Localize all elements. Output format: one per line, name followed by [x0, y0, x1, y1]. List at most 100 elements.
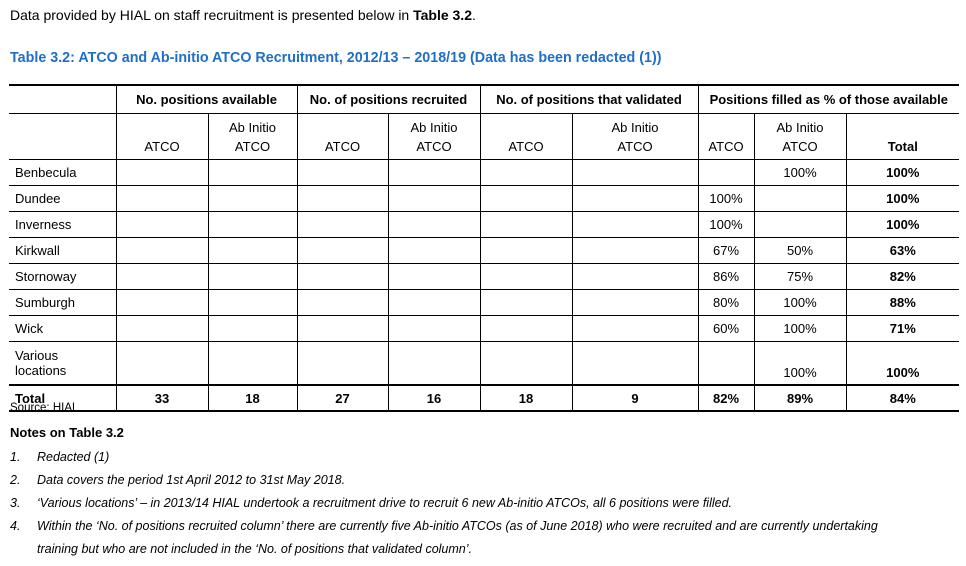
cell-recruited-ab-initio [387, 289, 481, 316]
cell-filled-ab-initio: 100% [753, 289, 847, 316]
cell-validated-ab-initio [571, 315, 699, 342]
total-label: Total [9, 384, 117, 412]
cell-available-atco [115, 289, 209, 316]
table-row: Wick 60% 100% 71% [9, 315, 960, 342]
cell-available-atco [115, 263, 209, 290]
subheader-blank [9, 113, 117, 160]
header-positions-filled-percent: Positions filled as % of those available [697, 84, 960, 114]
source-note: Source: HIAL [10, 402, 79, 414]
cell-validated-ab-initio [571, 289, 699, 316]
table-total-row: Total 33 18 27 16 18 9 82% 89% 84% [9, 384, 960, 412]
cell-recruited-ab-initio [387, 315, 481, 342]
cell-filled-ab-initio: 100% [753, 341, 847, 386]
cell-available-atco [115, 237, 209, 264]
cell-recruited-atco [296, 159, 389, 186]
subheader-total: Total [845, 113, 960, 160]
cell-validated-atco [479, 211, 573, 238]
cell-filled-atco: 67% [697, 237, 755, 264]
row-location: Various locations [9, 341, 117, 386]
cell-filled-total: 71% [845, 315, 960, 342]
cell-recruited-atco [296, 237, 389, 264]
header-blank [9, 84, 117, 114]
cell-available-ab-initio [207, 341, 298, 386]
subheader-atco: ATCO [697, 113, 755, 160]
note-number: 4. [10, 519, 21, 533]
cell-recruited-atco [296, 315, 389, 342]
cell-recruited-ab-initio [387, 237, 481, 264]
cell-available-ab-initio [207, 289, 298, 316]
table-row: Stornoway 86% 75% 82% [9, 263, 960, 290]
row-location: Stornoway [9, 263, 117, 290]
cell-recruited-ab-initio [387, 263, 481, 290]
cell-filled-ab-initio: 100% [753, 315, 847, 342]
table-row: Sumburgh 80% 100% 88% [9, 289, 960, 316]
cell-filled-ab-initio: 100% [753, 159, 847, 186]
cell-recruited-ab-initio [387, 341, 481, 386]
header-positions-validated: No. of positions that validated [479, 84, 699, 114]
cell-recruited-atco [296, 289, 389, 316]
table-row: Inverness 100% 100% [9, 211, 960, 238]
table-row: Kirkwall 67% 50% 63% [9, 237, 960, 264]
table-subheader-row: ATCO Ab Initio ATCO ATCO Ab Initio ATCO AT… [9, 113, 960, 160]
cell-filled-atco: 80% [697, 289, 755, 316]
intro-text-end: . [472, 7, 476, 23]
cell-recruited-atco [296, 211, 389, 238]
subheader-ab-initio: Ab Initio ATCO [207, 113, 298, 160]
cell-filled-ab-initio [753, 185, 847, 212]
cell-recruited-atco [296, 263, 389, 290]
table-row: Various locations 100% 100% [9, 341, 960, 386]
cell-validated-ab-initio [571, 185, 699, 212]
cell-available-ab-initio [207, 159, 298, 186]
cell-available-atco [115, 185, 209, 212]
cell-validated-ab-initio [571, 263, 699, 290]
subheader-atco: ATCO [296, 113, 389, 160]
total-filled-ab-initio: 89% [753, 384, 847, 412]
note-text: Data covers the period 1st April 2012 to… [37, 473, 346, 487]
table-group-header-row: No. positions available No. of positions… [9, 84, 960, 114]
cell-filled-total: 100% [845, 185, 960, 212]
cell-validated-ab-initio [571, 211, 699, 238]
cell-validated-atco [479, 315, 573, 342]
total-validated-atco: 18 [479, 384, 573, 412]
row-location: Inverness [9, 211, 117, 238]
cell-filled-total: 82% [845, 263, 960, 290]
row-location: Dundee [9, 185, 117, 212]
note-number: 2. [10, 473, 21, 487]
table-row: Benbecula 100% 100% [9, 159, 960, 186]
total-recruited-ab-initio: 16 [387, 384, 481, 412]
row-location: Sumburgh [9, 289, 117, 316]
cell-validated-ab-initio [571, 159, 699, 186]
cell-available-ab-initio [207, 315, 298, 342]
cell-validated-ab-initio [571, 237, 699, 264]
header-positions-available: No. positions available [115, 84, 298, 114]
subheader-atco: ATCO [479, 113, 573, 160]
row-location: Wick [9, 315, 117, 342]
cell-filled-total: 100% [845, 159, 960, 186]
row-location: Benbecula [9, 159, 117, 186]
cell-available-ab-initio [207, 185, 298, 212]
table-row: Dundee 100% 100% [9, 185, 960, 212]
cell-available-ab-initio [207, 237, 298, 264]
cell-validated-atco [479, 237, 573, 264]
note-number: 1. [10, 450, 21, 464]
intro-table-reference: Table 3.2 [413, 7, 472, 23]
note-item: 1. Redacted (1) [10, 446, 917, 469]
subheader-atco: ATCO [115, 113, 209, 160]
intro-text: Data provided by HIAL on staff recruitme… [10, 6, 476, 24]
cell-recruited-ab-initio [387, 159, 481, 186]
cell-validated-atco [479, 185, 573, 212]
recruitment-table: No. positions available No. of positions… [9, 84, 960, 412]
note-item: 3. ‘Various locations’ – in 2013/14 HIAL… [10, 492, 917, 515]
total-validated-ab-initio: 9 [571, 384, 699, 412]
note-number: 3. [10, 496, 21, 510]
cell-recruited-atco [296, 185, 389, 212]
cell-available-ab-initio [207, 211, 298, 238]
note-text: ‘Various locations’ – in 2013/14 HIAL un… [37, 496, 733, 510]
subheader-ab-initio: Ab Initio ATCO [571, 113, 699, 160]
cell-filled-atco: 100% [697, 185, 755, 212]
subheader-ab-initio: Ab Initio ATCO [387, 113, 481, 160]
cell-filled-atco: 60% [697, 315, 755, 342]
cell-recruited-ab-initio [387, 211, 481, 238]
cell-available-atco [115, 211, 209, 238]
cell-filled-total: 100% [845, 341, 960, 386]
